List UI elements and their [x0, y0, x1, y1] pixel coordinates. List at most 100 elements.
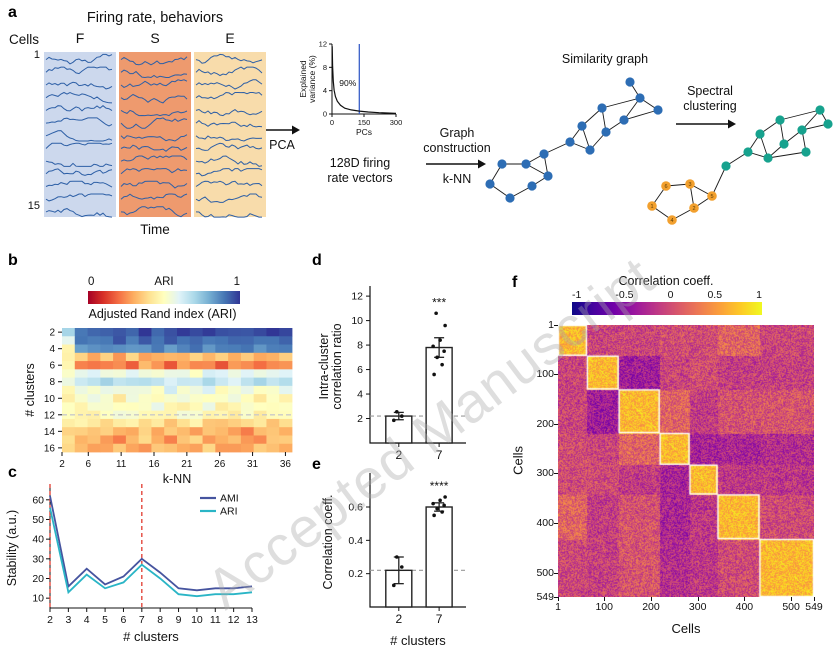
matrix-ytick-mark [554, 325, 558, 326]
svg-text:8: 8 [357, 340, 363, 352]
svg-text:0.6: 0.6 [348, 502, 363, 514]
svg-text:4: 4 [49, 344, 55, 355]
svg-text:90%: 90% [339, 78, 356, 88]
svg-text:30: 30 [32, 553, 44, 565]
svg-text:21: 21 [181, 459, 193, 470]
svg-text:10: 10 [351, 315, 363, 327]
svg-text:50: 50 [32, 514, 44, 526]
corr-matrix-colorbar-title: Correlation coeff. [618, 274, 714, 288]
svg-text:4: 4 [357, 389, 363, 401]
svg-text:0.4: 0.4 [348, 535, 363, 547]
matrix-xtick: 300 [688, 601, 707, 613]
intra-cluster-ratio-bar-chart: 2 4 6 8 10 12 2 7 *** Intra-clustercorrelation ra… [317, 286, 466, 462]
matrix-ytick: 200 [536, 417, 554, 430]
firing-rate-traces-F [44, 52, 116, 218]
svg-text:Explainedvariance (%): Explainedvariance (%) [298, 55, 317, 103]
svg-text:6: 6 [121, 614, 127, 626]
svg-text:10: 10 [191, 614, 203, 626]
matrix-ytick: 500 [536, 566, 554, 579]
svg-text:2: 2 [395, 448, 402, 462]
matrix-xtick-mark [791, 597, 793, 601]
svg-text:8: 8 [49, 377, 55, 388]
time-axis-label: Time [140, 222, 170, 237]
svg-text:1: 1 [650, 204, 653, 210]
svg-text:0: 0 [330, 118, 334, 127]
cells-axis-label: Cells [8, 32, 39, 47]
svg-text:16: 16 [148, 459, 160, 470]
svg-text:***: *** [432, 295, 446, 309]
firing-rate-traces-S [119, 52, 191, 218]
matrix-ytick-mark [554, 572, 558, 574]
pca-scree-plot: 0 4 8 12 0 150 300 PCs Explainedvariance (%) 90% [298, 40, 402, 138]
behavior-column-label: S [150, 30, 160, 46]
behavior-column-label: F [75, 30, 85, 46]
corr-colorbar-tick: -1 [572, 289, 582, 301]
svg-text:12: 12 [319, 40, 327, 49]
svg-text:10: 10 [32, 593, 44, 605]
vector-label-line2: rate vectors [327, 171, 393, 185]
svg-text:12: 12 [228, 614, 240, 626]
svg-text:150: 150 [358, 118, 371, 127]
svg-text:11: 11 [116, 459, 127, 470]
panel-e-label: e [312, 456, 321, 473]
svg-text:5: 5 [102, 614, 108, 626]
pca-label: PCA [269, 138, 295, 152]
ari-colorbar-max: 1 [233, 276, 240, 288]
panel-d-label: d [312, 252, 322, 269]
graph-construction-line1: Graph [439, 126, 475, 140]
svg-text:6: 6 [86, 459, 92, 470]
svg-text:8: 8 [157, 614, 163, 626]
matrix-ytick: 1 [548, 319, 554, 331]
matrix-xlabel: Cells [671, 621, 701, 636]
svg-text:12: 12 [44, 410, 56, 421]
corr-colorbar-tick: -0.5 [615, 289, 634, 301]
svg-text:4: 4 [670, 218, 673, 224]
svg-text:2: 2 [692, 206, 695, 212]
svg-text:AMI: AMI [220, 493, 239, 505]
svg-text:7: 7 [139, 614, 145, 626]
matrix-xtick: 400 [735, 601, 754, 613]
panel-a-title: Firing rate, behaviors [86, 10, 224, 26]
svg-text:2: 2 [357, 413, 363, 425]
ari-colorbar-title: ARI [154, 276, 174, 288]
svg-text:8: 8 [323, 63, 327, 72]
ari-heatmap-title: Adjusted Rand index (ARI) [88, 307, 237, 321]
matrix-xtick: 549 [805, 601, 823, 613]
svg-text:2: 2 [395, 612, 402, 626]
clustered-graph: 1 4 2 6 3 5 [647, 105, 833, 225]
svg-text:11: 11 [210, 614, 221, 626]
svg-text:6: 6 [49, 361, 55, 372]
svg-text:5: 5 [710, 194, 713, 200]
corr-colorbar-tick: 0.5 [707, 289, 723, 301]
svg-text:2: 2 [47, 614, 53, 626]
matrix-ytick: 100 [536, 368, 554, 381]
correlation-matrix-plot: 1 1 100 100 200 200 300 300 400 400 500 500 549 549 [536, 319, 822, 613]
ari-colorbar-ticks: 0 ARI 1 [88, 276, 240, 288]
spectral-label-line1: Spectral [687, 84, 733, 98]
svg-text:****: **** [430, 479, 449, 493]
svg-text:2: 2 [49, 328, 55, 339]
svg-text:26: 26 [214, 459, 226, 470]
ari-colorbar-min: 0 [88, 276, 95, 288]
svg-text:3: 3 [688, 182, 691, 188]
svg-text:# clusters: # clusters [390, 633, 446, 648]
svg-text:7: 7 [436, 612, 443, 626]
svg-text:Stability (a.u.): Stability (a.u.) [5, 510, 19, 586]
svg-text:16: 16 [44, 443, 56, 454]
behavior-column-label: E [225, 30, 235, 46]
svg-text:31: 31 [247, 459, 259, 470]
corr-colorbar-gradient [572, 302, 762, 315]
matrix-xtick-mark [651, 597, 652, 601]
matrix-ytick: 549 [536, 591, 554, 603]
matrix-xtick: 500 [782, 601, 800, 613]
similarity-graph-label: Similarity graph [561, 52, 649, 66]
matrix-xtick: 200 [642, 601, 660, 613]
matrix-xtick: 1 [555, 601, 561, 613]
svg-text:9: 9 [176, 614, 182, 626]
panel-f-label: f [512, 274, 518, 291]
svg-text:12: 12 [351, 291, 363, 303]
corr-colorbar-tick: 0 [667, 289, 674, 301]
svg-text:6: 6 [664, 184, 667, 190]
